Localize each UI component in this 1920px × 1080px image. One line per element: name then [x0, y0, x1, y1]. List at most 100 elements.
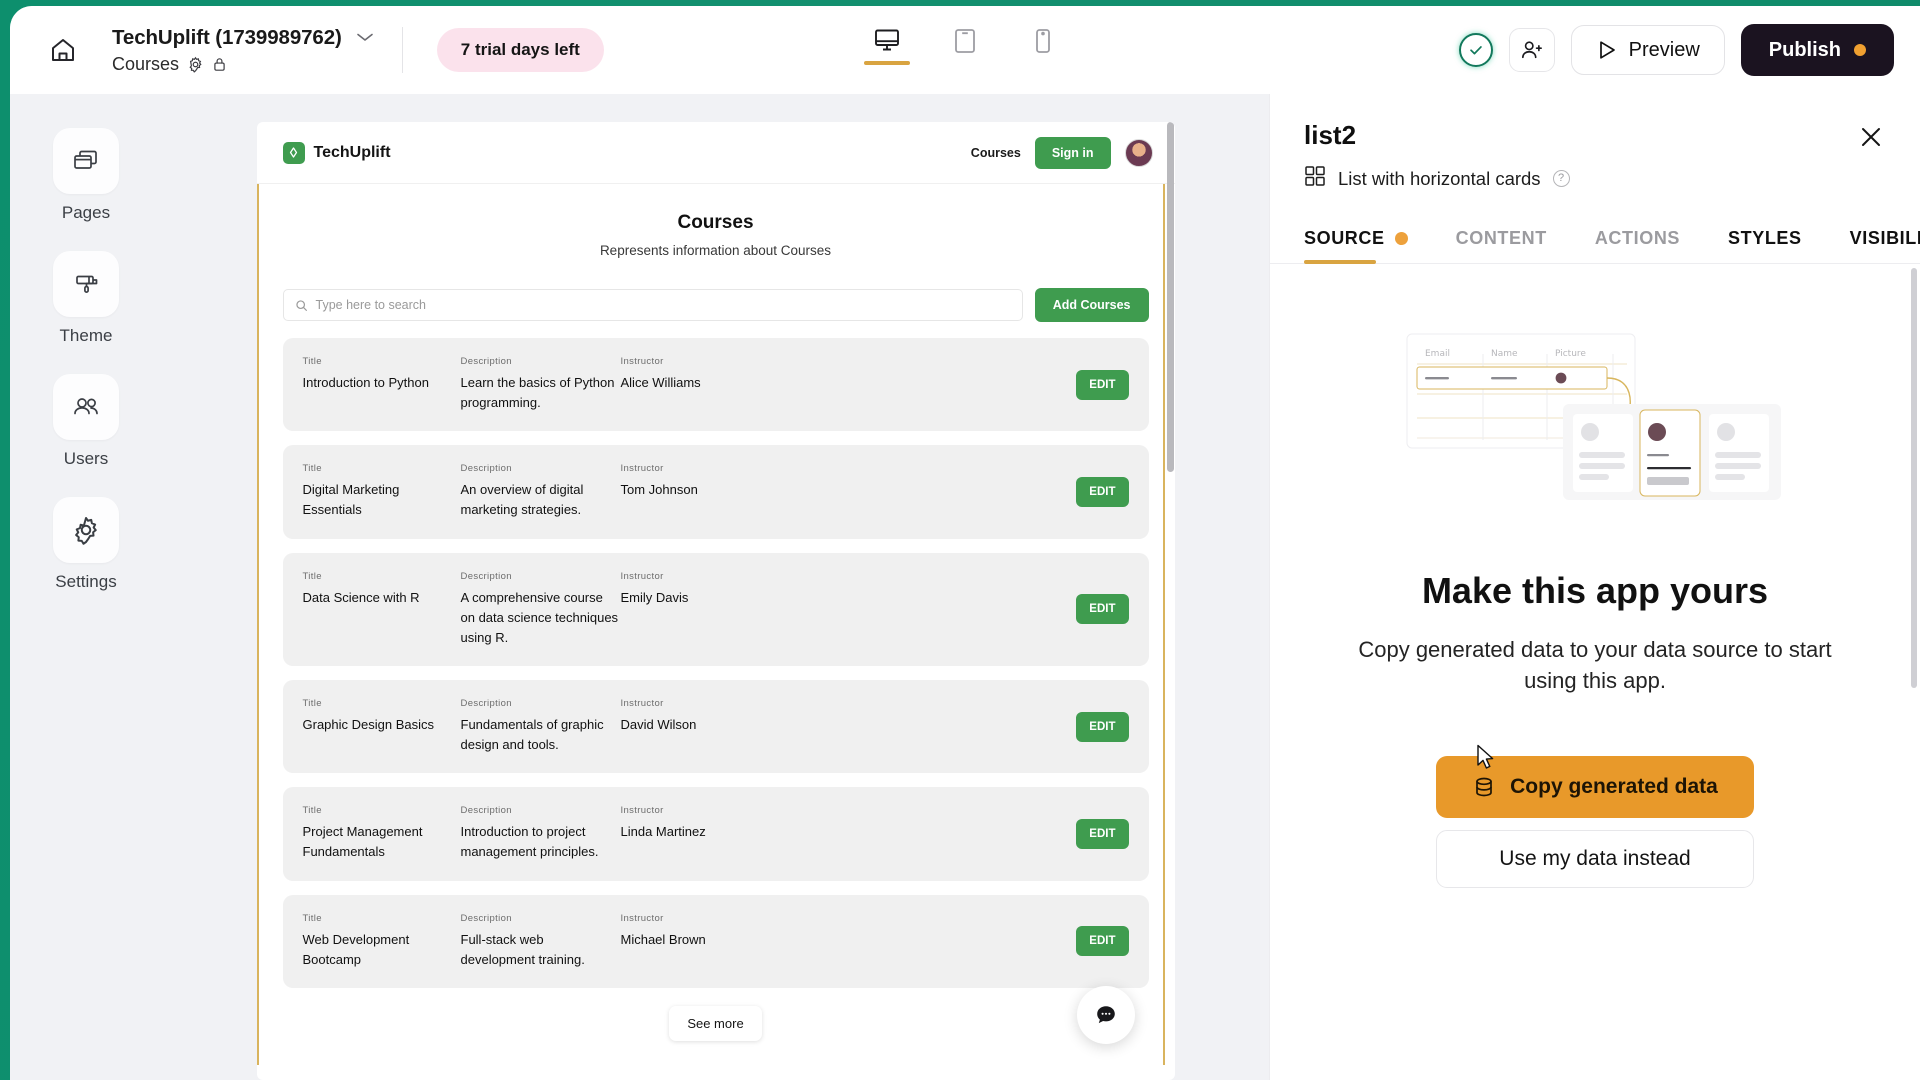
selection-outline-right [1162, 184, 1165, 1065]
edit-button[interactable]: EDIT [1076, 594, 1129, 625]
site-brand[interactable]: TechUplift [282, 141, 391, 164]
top-toolbar: TechUplift (1739989762) Courses 7 trial … [10, 6, 1920, 94]
field-label-title: Title [302, 805, 322, 817]
canvas-area: TechUplift Courses Sign in Courses Repre… [162, 94, 1269, 1080]
add-courses-button[interactable]: Add Courses [1034, 288, 1149, 322]
list-item[interactable]: Title Graphic Design Basics Description … [282, 679, 1149, 774]
tab-visibility[interactable]: VISIBILITY [1850, 228, 1920, 263]
use-my-data-button[interactable]: Use my data instead [1436, 830, 1754, 889]
course-instructor: Emily Davis [620, 589, 689, 605]
edit-button[interactable]: EDIT [1076, 926, 1129, 957]
sidebar-item-label: Settings [55, 572, 117, 591]
mouse-cursor [1477, 744, 1494, 769]
sidebar-item-users[interactable]: Users [53, 374, 119, 469]
svg-text:Picture: Picture [1555, 349, 1586, 359]
list-item[interactable]: Title Data Science with R Description A … [282, 552, 1149, 666]
chat-support-button[interactable] [1076, 986, 1135, 1044]
course-description: A comprehensive course on data science t… [460, 589, 619, 645]
course-title: Digital Marketing Essentials [302, 482, 400, 518]
edit-button[interactable]: EDIT [1076, 711, 1129, 742]
inspector-panel: list2 List with horizontal cards ? SOURC… [1269, 94, 1920, 1080]
invite-user-button[interactable] [1508, 28, 1555, 72]
preview-page-subtitle: Represents information about Courses [599, 243, 832, 258]
course-card-list: Title Introduction to Python Description… [282, 338, 1149, 988]
course-instructor: Linda Martinez [620, 824, 706, 840]
field-label-description: Description [460, 912, 512, 924]
publish-label: Publish [1768, 38, 1841, 61]
inspector-scrollbar[interactable] [1911, 268, 1917, 688]
tab-label: ACTIONS [1594, 228, 1681, 248]
course-title: Graphic Design Basics [302, 716, 435, 732]
field-label-description: Description [460, 805, 512, 817]
tab-source[interactable]: SOURCE [1304, 228, 1408, 264]
tab-label: STYLES [1728, 228, 1802, 248]
inspector-header: list2 List with horizontal cards ? [1270, 94, 1920, 192]
page-title: Courses [112, 53, 180, 74]
course-description: An overview of digital marketing strateg… [460, 482, 584, 518]
sign-in-button[interactable]: Sign in [1034, 136, 1111, 169]
close-panel-button[interactable] [1854, 120, 1888, 154]
device-desktop-button[interactable] [861, 22, 913, 78]
field-label-title: Title [302, 697, 322, 709]
edit-button[interactable]: EDIT [1076, 818, 1129, 849]
see-more-row: See more [283, 1005, 1149, 1065]
sidebar-item-label: Pages [61, 203, 111, 222]
svg-text:Email: Email [1425, 349, 1450, 359]
field-label-description: Description [460, 463, 512, 475]
close-icon [1862, 128, 1880, 146]
data-binding-illustration: Email Name Picture [1406, 333, 1781, 500]
sidebar-item-label: Theme [59, 326, 113, 345]
question-mark-icon[interactable]: ? [1552, 170, 1570, 187]
sidebar-item-pages[interactable]: Pages [53, 128, 119, 223]
toolbar-actions: Preview Publish [1458, 6, 1894, 94]
sidebar-item-settings[interactable]: Settings [53, 497, 119, 592]
svg-text:Name: Name [1491, 349, 1518, 359]
chevron-down-icon[interactable] [356, 31, 374, 44]
course-instructor: Alice Williams [620, 375, 701, 390]
sidebar-item-label: Users [63, 449, 109, 468]
list-item[interactable]: Title Introduction to Python Description… [282, 338, 1149, 432]
edit-button[interactable]: EDIT [1076, 476, 1129, 507]
device-mobile-button[interactable] [1017, 22, 1069, 78]
copy-generated-data-label: Copy generated data [1510, 775, 1718, 799]
tab-content[interactable]: CONTENT [1456, 228, 1547, 263]
trial-days-badge[interactable]: 7 trial days left [436, 28, 604, 72]
field-label-title: Title [302, 356, 322, 367]
preview-site-header: TechUplift Courses Sign in [256, 122, 1175, 184]
search-placeholder: Type here to search [315, 298, 426, 312]
gear-icon[interactable] [187, 56, 204, 73]
search-input[interactable]: Type here to search [282, 289, 1023, 321]
home-button[interactable] [36, 23, 90, 77]
app-title: TechUplift (1739989762) [112, 25, 342, 49]
preview-button[interactable]: Preview [1570, 25, 1725, 75]
lock-icon[interactable] [212, 56, 227, 73]
app-identity: TechUplift (1739989762) Courses [112, 26, 374, 75]
field-label-description: Description [460, 570, 512, 582]
check-circle-icon[interactable] [1458, 33, 1493, 67]
preview-label: Preview [1628, 38, 1700, 61]
list-item[interactable]: Title Project Management Fundamentals De… [282, 787, 1149, 881]
site-nav-link-courses[interactable]: Courses [970, 145, 1021, 160]
device-tablet-button[interactable] [939, 22, 991, 78]
chat-bubble-icon [1096, 1006, 1115, 1024]
list-item[interactable]: Title Digital Marketing Essentials Descr… [282, 445, 1149, 539]
edit-button[interactable]: EDIT [1076, 369, 1129, 400]
users-icon [74, 398, 98, 415]
field-label-instructor: Instructor [620, 805, 664, 817]
tab-actions[interactable]: ACTIONS [1595, 228, 1680, 263]
sidebar-item-theme[interactable]: Theme [53, 251, 119, 346]
tab-label: VISIBILITY [1849, 228, 1920, 248]
see-more-button[interactable]: See more [669, 1005, 762, 1041]
empty-state-copy: Copy generated data to your data source … [1358, 637, 1832, 694]
avatar[interactable] [1124, 138, 1153, 167]
paint-roller-icon [76, 275, 98, 293]
preview-page-heading: Courses [677, 212, 754, 233]
list-item[interactable]: Title Web Development Bootcamp Descripti… [282, 894, 1149, 988]
canvas-scrollbar[interactable] [1166, 122, 1174, 1080]
inspector-title: list2 [1304, 120, 1357, 150]
publish-button[interactable]: Publish [1740, 24, 1894, 76]
field-label-title: Title [302, 912, 322, 924]
left-navigation-rail: Pages Theme Users [10, 94, 162, 1080]
tab-styles[interactable]: STYLES [1728, 228, 1802, 263]
